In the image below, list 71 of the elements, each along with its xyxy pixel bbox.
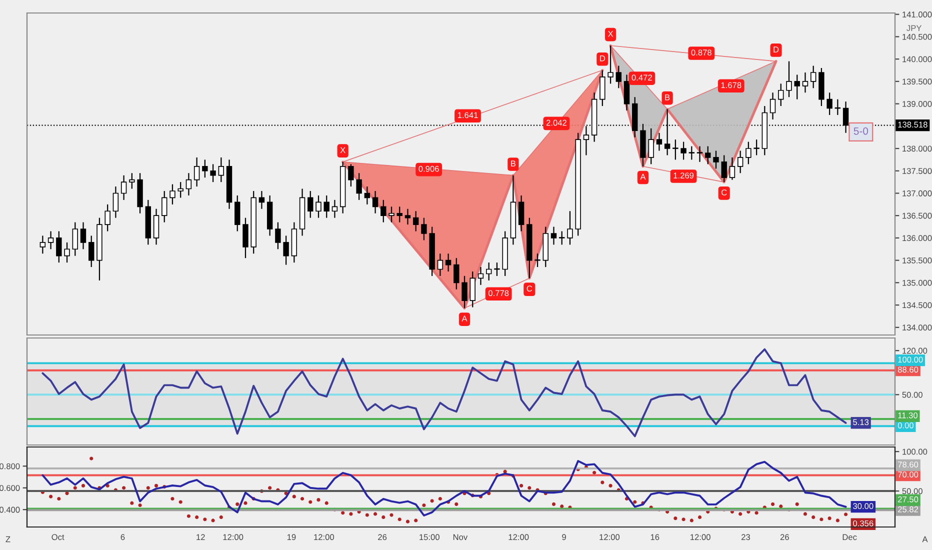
annotation: 1.269 bbox=[674, 172, 694, 178]
ref-line-label: 0.00 bbox=[898, 422, 914, 428]
ref-line-label: 70.00 bbox=[898, 472, 918, 478]
annotation: 0.878 bbox=[691, 50, 712, 56]
y-tick-label: 136.500 bbox=[902, 212, 932, 219]
x-tick-label: Dec bbox=[842, 534, 857, 540]
x-tick-label: 9 bbox=[562, 534, 566, 540]
annotation: A bbox=[462, 316, 468, 322]
y-tick-label: 139.500 bbox=[902, 78, 932, 85]
ref-line-label: 88.60 bbox=[898, 366, 918, 373]
data-label: 0.356 bbox=[853, 520, 874, 526]
ref-line-label: 138.518 bbox=[898, 122, 928, 128]
ref-line-label: 100.00 bbox=[898, 356, 923, 363]
y-tick-label: 140.000 bbox=[902, 56, 932, 62]
y-tick-label: 137.500 bbox=[902, 168, 932, 174]
x-tick-label: 12:00 bbox=[223, 534, 244, 540]
annotation: 2.042 bbox=[546, 120, 566, 126]
annotation: D bbox=[600, 56, 606, 62]
x-tick-label: 16 bbox=[650, 534, 660, 540]
x-tick-label: 15:00 bbox=[420, 534, 440, 540]
x-tick-label: 19 bbox=[287, 534, 296, 540]
y-axis-title: JPY bbox=[906, 25, 922, 32]
annotation: D bbox=[774, 46, 779, 52]
y-tick-label: 50.00 bbox=[902, 392, 922, 398]
annotation: 0.906 bbox=[418, 166, 439, 172]
annotation: 1.678 bbox=[721, 82, 742, 88]
y-tick-label: 138.000 bbox=[902, 146, 932, 152]
text: Z bbox=[6, 536, 10, 542]
y-tick-label: 120.00 bbox=[902, 348, 928, 354]
y-tick-label: 0.400 bbox=[0, 506, 20, 513]
annotation: 1.641 bbox=[458, 112, 478, 118]
annotation: C bbox=[722, 189, 727, 196]
y-tick-label: 134.500 bbox=[902, 302, 932, 308]
data-label: 5.13 bbox=[853, 419, 869, 426]
x-tick-label: 26 bbox=[378, 534, 387, 540]
x-tick-label: Oct bbox=[52, 534, 64, 540]
ref-line-label: 25.82 bbox=[898, 506, 918, 512]
annotation: A bbox=[640, 174, 646, 180]
x-tick-label: 12:00 bbox=[600, 534, 620, 540]
x-tick-label: 12:00 bbox=[508, 534, 529, 540]
annotation: X bbox=[608, 30, 614, 37]
data-label: 30.00 bbox=[853, 503, 874, 510]
y-tick-label: 134.000 bbox=[902, 324, 932, 330]
x-tick-label: 23 bbox=[742, 534, 750, 540]
y2-tick-label: 100.00 bbox=[902, 448, 928, 455]
y-tick-label: 0.600 bbox=[0, 485, 20, 491]
x-tick-label: 12:00 bbox=[314, 534, 334, 540]
annotation: B bbox=[665, 94, 670, 100]
x-tick-label: Nov bbox=[453, 534, 468, 540]
x-tick-label: 12 bbox=[196, 534, 205, 540]
ref-line-label: 78.60 bbox=[898, 462, 918, 468]
y-tick-label: 141.000 bbox=[902, 12, 932, 18]
y-tick-label: 0.800 bbox=[0, 463, 20, 470]
y-tick-label: 135.000 bbox=[902, 280, 932, 286]
ref-line-label: 27.50 bbox=[898, 496, 918, 502]
annotation: 5-0 bbox=[854, 127, 868, 135]
x-tick-label: 6 bbox=[120, 534, 125, 540]
y-tick-label: 140.500 bbox=[902, 34, 932, 40]
text: A bbox=[922, 536, 928, 542]
y-tick-label: 136.000 bbox=[902, 235, 932, 242]
ref-line-label: 11.30 bbox=[898, 412, 918, 418]
y-tick-label: 135.500 bbox=[902, 258, 932, 264]
y-tick-label: 137.000 bbox=[902, 190, 932, 196]
annotation: C bbox=[526, 286, 532, 292]
annotation: B bbox=[511, 160, 516, 166]
annotation: 0.778 bbox=[488, 290, 509, 296]
annotation: X bbox=[340, 147, 346, 153]
y-tick-label: 139.000 bbox=[902, 100, 932, 107]
x-tick-label: 12:00 bbox=[690, 534, 710, 540]
x-tick-label: 26 bbox=[780, 534, 789, 540]
annotation: 0.472 bbox=[632, 74, 652, 81]
